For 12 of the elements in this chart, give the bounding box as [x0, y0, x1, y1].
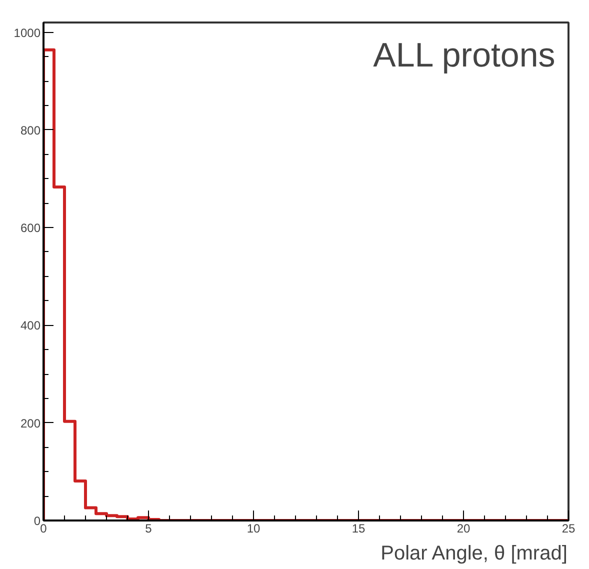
y-tick-label: 200	[20, 416, 41, 430]
x-tick-label: 15	[352, 522, 366, 536]
x-axis-title: Polar Angle, θ [mrad]	[380, 542, 568, 564]
annotation: ALL protons	[373, 36, 556, 74]
y-tick-label: 800	[20, 123, 41, 138]
y-tick-label: 400	[20, 318, 41, 333]
x-tick-label: 20	[456, 522, 470, 536]
y-tick-label: 1000	[14, 26, 41, 40]
y-tick-label: 600	[20, 221, 41, 236]
x-tick-label: 10	[246, 522, 260, 536]
x-tick-label: 25	[562, 522, 576, 536]
x-tick-label: 5	[145, 522, 152, 536]
